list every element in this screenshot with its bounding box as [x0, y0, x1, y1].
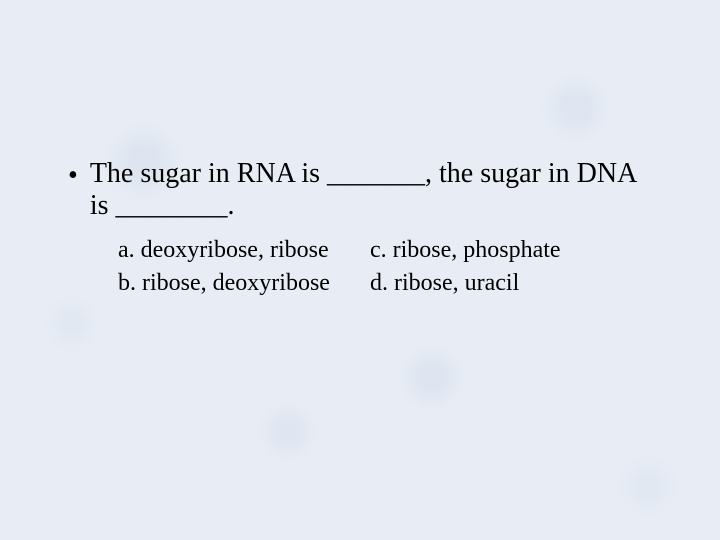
slide-content: • The sugar in RNA is _______, the sugar…	[0, 0, 720, 298]
answer-option-c: c. ribose, phosphate	[370, 236, 561, 265]
answer-option-d: d. ribose, uracil	[370, 269, 561, 298]
question-text: The sugar in RNA is _______, the sugar i…	[90, 158, 660, 222]
answer-option-b: b. ribose, deoxyribose	[118, 269, 330, 298]
question-row: • The sugar in RNA is _______, the sugar…	[68, 158, 660, 222]
answer-column-left: a. deoxyribose, ribose b. ribose, deoxyr…	[118, 236, 330, 298]
bullet-icon: •	[68, 160, 78, 192]
answer-column-right: c. ribose, phosphate d. ribose, uracil	[370, 236, 561, 298]
answers-container: a. deoxyribose, ribose b. ribose, deoxyr…	[118, 236, 660, 298]
answer-option-a: a. deoxyribose, ribose	[118, 236, 330, 265]
